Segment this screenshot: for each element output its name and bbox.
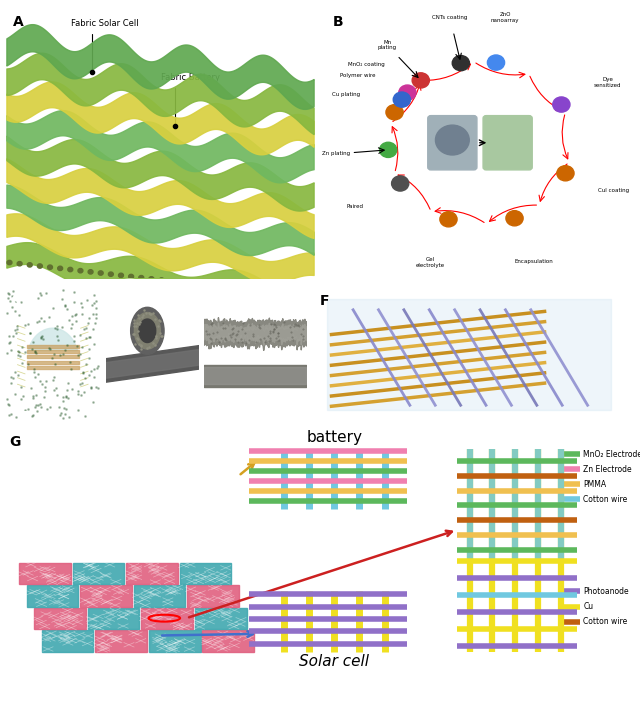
Circle shape [129,274,134,278]
Circle shape [179,280,184,285]
Text: PMMA: PMMA [583,480,606,489]
Text: Cotton wire: Cotton wire [583,495,627,504]
Circle shape [47,265,52,269]
Circle shape [380,142,397,157]
Circle shape [557,166,574,181]
Bar [27,585,78,607]
Circle shape [200,283,205,287]
Text: C: C [10,294,20,308]
Circle shape [452,56,470,70]
Text: MnO₂ coating: MnO₂ coating [348,62,385,67]
Text: CNTs coating: CNTs coating [432,16,468,20]
Circle shape [88,270,93,274]
Text: Photoanode: Photoanode [583,587,629,596]
Text: Zn @ C: Zn @ C [268,388,291,393]
Text: Solar cell: Solar cell [300,654,369,669]
FancyBboxPatch shape [483,116,532,170]
Bar [42,630,93,652]
Circle shape [149,276,154,281]
Circle shape [392,176,409,191]
Text: Dye
sensitized: Dye sensitized [594,78,621,88]
Circle shape [281,292,285,296]
Text: Mn
plating: Mn plating [378,39,397,51]
Bar [80,585,132,607]
Text: Fabric Battery: Fabric Battery [161,73,220,123]
Text: MnO₂ Electrode: MnO₂ Electrode [583,450,640,458]
Text: B: B [333,16,343,29]
Text: Fabric Solar Cell: Fabric Solar Cell [71,19,138,69]
Bar [34,608,86,630]
Circle shape [7,260,12,264]
Circle shape [134,312,161,349]
Circle shape [159,278,164,282]
Text: ZnO
nanoarray: ZnO nanoarray [491,12,519,23]
Circle shape [68,267,73,271]
Text: F: F [320,294,330,308]
Circle shape [58,266,63,271]
Bar [141,608,193,630]
Circle shape [440,212,457,227]
FancyBboxPatch shape [326,300,611,410]
Bar [88,608,140,630]
Circle shape [210,283,214,288]
Circle shape [506,211,523,226]
Circle shape [131,307,164,354]
Bar [195,608,246,630]
Bar [72,563,124,584]
Bar [126,563,178,584]
Text: Cu: Cu [583,602,593,611]
Circle shape [230,286,235,290]
Text: A: A [13,16,23,29]
Circle shape [435,125,469,155]
Circle shape [169,279,174,283]
Circle shape [17,262,22,266]
Text: battery: battery [306,429,362,445]
Text: Zn Electrode: Zn Electrode [583,465,632,474]
Circle shape [291,293,296,298]
Circle shape [553,97,570,112]
Circle shape [139,276,144,280]
Circle shape [488,55,504,70]
Text: Paired: Paired [346,204,364,209]
Bar [188,585,239,607]
Text: MnO₂ @ C: MnO₂ @ C [259,302,291,307]
Circle shape [220,285,225,289]
Bar [95,630,147,652]
Text: E: E [207,294,216,308]
Polygon shape [28,329,77,350]
Circle shape [78,269,83,273]
Circle shape [301,294,306,298]
Text: Zn plating: Zn plating [322,152,350,157]
Circle shape [118,273,124,278]
Bar [134,585,186,607]
Bar [149,630,200,652]
Circle shape [260,290,266,294]
Circle shape [240,287,245,291]
Text: Encapsulation: Encapsulation [515,259,554,264]
Bar [19,563,70,584]
Circle shape [28,263,32,267]
Text: Polymer wire: Polymer wire [340,73,375,78]
Text: G: G [10,435,21,449]
Text: Gel
electrolyte: Gel electrolyte [416,257,445,268]
Circle shape [139,319,156,343]
Circle shape [412,73,429,88]
Bar [202,630,254,652]
Circle shape [37,264,42,268]
Bar [180,563,232,584]
Circle shape [393,92,410,107]
Circle shape [271,290,275,295]
Text: Cu plating: Cu plating [332,92,360,97]
Circle shape [99,271,103,275]
Text: CuI coating: CuI coating [598,188,629,193]
Text: Cotton wire: Cotton wire [583,618,627,626]
Circle shape [399,85,416,100]
Circle shape [189,281,195,286]
Circle shape [108,272,113,276]
Text: D: D [109,294,121,308]
Circle shape [250,288,255,293]
FancyBboxPatch shape [428,116,477,170]
Circle shape [386,104,403,120]
